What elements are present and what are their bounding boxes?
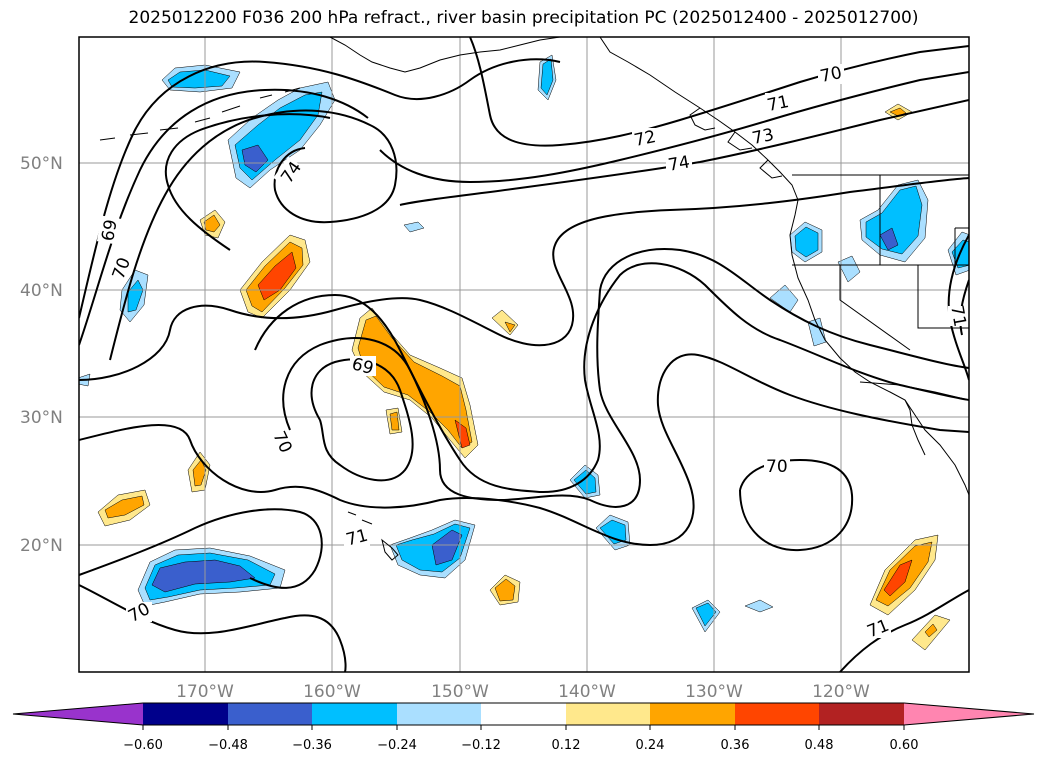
latitude-labels: 50°N 40°N 30°N 20°N	[20, 154, 63, 556]
colorbar-tick-label: 0.24	[636, 738, 665, 753]
colorbar-segment	[143, 703, 228, 725]
longitude-labels: 170°W 160°W 150°W 140°W 130°W 120°W	[176, 682, 870, 702]
lon-label: 140°W	[558, 682, 616, 702]
colorbar-segment	[481, 703, 566, 725]
contour-label: 71	[765, 92, 790, 116]
contour-line	[79, 353, 969, 547]
contour-line	[164, 113, 331, 251]
shade-blob	[837, 255, 861, 283]
shade-blob	[744, 599, 774, 613]
contour-label: 70	[766, 457, 788, 477]
contour-line	[79, 508, 323, 589]
colorbar-segment	[566, 703, 650, 725]
contour-line	[839, 589, 969, 672]
lat-label: 30°N	[20, 408, 63, 428]
colorbar-tick-label: 0.48	[805, 738, 834, 753]
contour-line	[79, 88, 369, 346]
coastlines	[99, 37, 969, 561]
lon-label: 160°W	[303, 682, 361, 702]
contour-line	[399, 99, 969, 206]
colorbar-segment	[735, 703, 819, 725]
contour-line	[79, 584, 347, 672]
colorbar: −0.60 −0.48 −0.36 −0.24 −0.12 0.12 0.24 …	[12, 702, 1035, 753]
colorbar-tick-label: −0.12	[461, 738, 501, 753]
colorbar-tick-label: 0.60	[890, 738, 919, 753]
figure-title: 2025012200 F036 200 hPa refract., river …	[128, 8, 919, 28]
colorbar-tick-label: −0.36	[292, 738, 332, 753]
lon-label: 150°W	[431, 682, 489, 702]
shade-blob	[504, 321, 516, 333]
colorbar-tick-label: 0.36	[721, 738, 750, 753]
canada-coast-detail	[689, 107, 783, 179]
lon-label: 120°W	[812, 682, 870, 702]
shade-blob	[403, 221, 425, 233]
shade-blob	[924, 623, 938, 638]
contour-line	[739, 458, 854, 552]
shade-blob	[883, 559, 913, 597]
shade-blob	[431, 529, 463, 566]
colorbar-left-extension	[13, 703, 143, 725]
shade-blob	[695, 602, 717, 627]
contour-label: 70	[818, 63, 843, 87]
contour-label: 72	[632, 127, 657, 151]
lon-label: 130°W	[685, 682, 743, 702]
contour-line	[379, 71, 969, 184]
shade-blob	[494, 578, 516, 602]
colorbar-right-extension	[904, 703, 1034, 725]
shade-blob	[167, 69, 231, 89]
colorbar-tick-label: −0.24	[377, 738, 417, 753]
contour-label: 71	[946, 304, 969, 329]
lon-label: 170°W	[176, 682, 234, 702]
colorbar-ticks	[142, 725, 905, 730]
hawaii-islands	[347, 511, 399, 561]
gridlines	[79, 37, 969, 672]
contour-line	[79, 58, 561, 319]
contour-label: 69	[98, 218, 121, 243]
shade-blob	[889, 107, 907, 117]
colorbar-segment	[819, 703, 904, 725]
contour-line	[79, 177, 969, 381]
contour-label: 74	[667, 152, 692, 175]
contour-line	[109, 109, 398, 361]
alaska-coast	[329, 37, 561, 73]
contour-labels: 74 72 71 70 70 69 69 70 71 70 70 71 71	[96, 63, 970, 642]
colorbar-tick-label: −0.60	[123, 738, 163, 753]
shade-blob	[104, 495, 145, 519]
shade-blob	[257, 251, 297, 301]
shade-blob	[794, 226, 819, 258]
shade-blob	[127, 279, 144, 313]
lat-label: 20°N	[20, 536, 63, 556]
colorbar-tick-label: −0.48	[208, 738, 248, 753]
shade-blob	[151, 559, 256, 593]
shade-blob	[807, 317, 827, 347]
colorbar-tick-label: 0.12	[552, 738, 581, 753]
us-state-borders	[792, 174, 969, 351]
lat-label: 50°N	[20, 154, 63, 174]
lat-label: 40°N	[20, 281, 63, 301]
colorbar-segment	[397, 703, 481, 725]
shade-blob	[879, 227, 899, 251]
map-frame	[78, 36, 970, 673]
colorbar-segment	[312, 703, 397, 725]
shade-blob	[573, 469, 597, 495]
refractivity-contours	[79, 37, 969, 672]
colorbar-segment	[228, 703, 312, 725]
contour-label: 73	[750, 125, 775, 149]
contour-line	[254, 262, 969, 494]
colorbar-segment	[650, 703, 735, 725]
contour-line	[310, 358, 414, 482]
shade-blob	[192, 459, 207, 487]
shade-blob	[203, 214, 221, 233]
shade-blob	[599, 519, 627, 545]
